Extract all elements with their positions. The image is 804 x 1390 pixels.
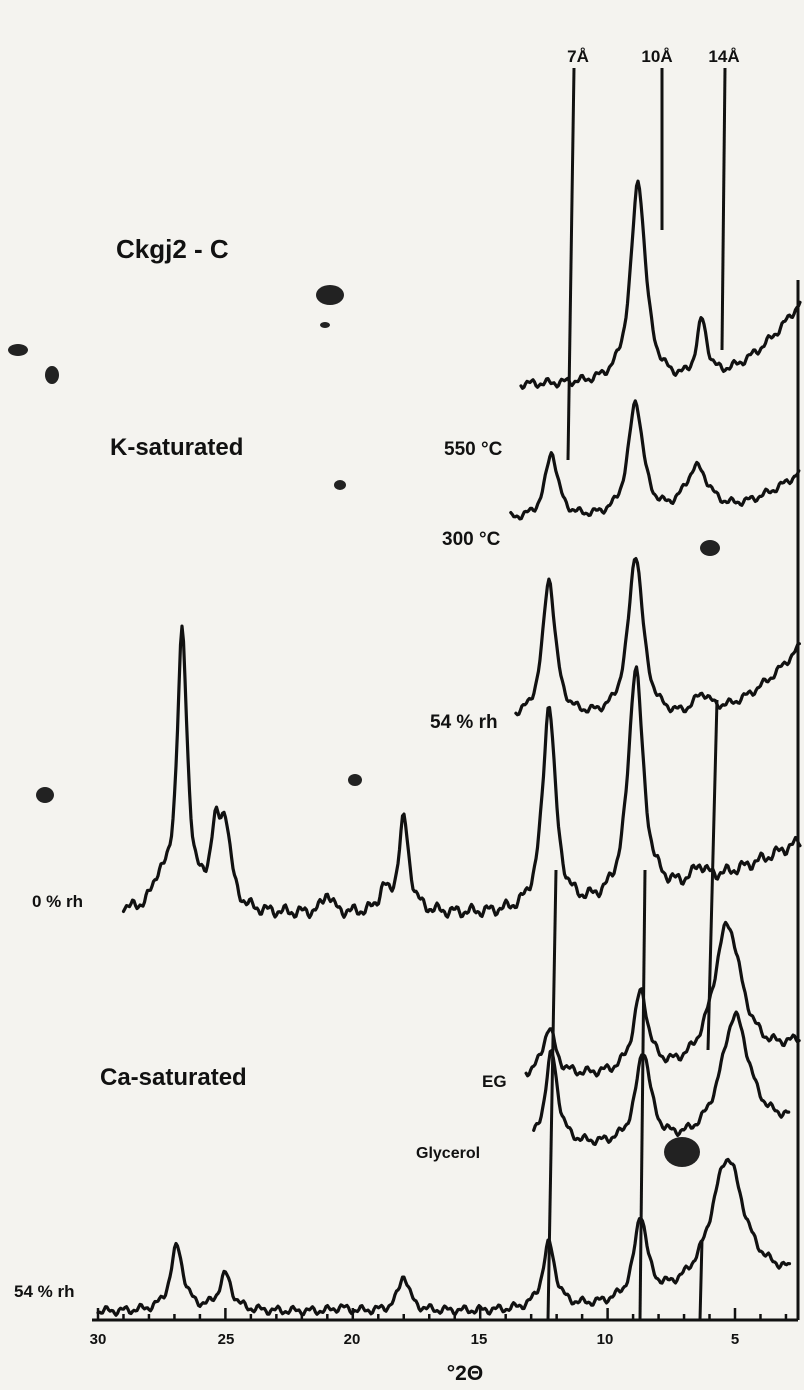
trace-300-c [509,399,801,521]
series-label-k-54rh: 54 % rh [430,712,498,733]
trace-eg [524,920,801,1078]
diffractogram-traces [96,179,802,1317]
series-label-0rh: 0 % rh [32,892,83,911]
reference-lines [546,67,727,1321]
ref-label-7A: 7Å [567,47,589,66]
series-label-ca-54rh: 54 % rh [14,1282,74,1301]
x-tick-label-15: 15 [471,1331,488,1348]
ref-line-10A-lower [638,869,647,1321]
x-axis-title: °2Θ [447,1362,483,1385]
trace-550-c [519,179,802,390]
x-tick-label-5: 5 [731,1331,739,1348]
series-label-eg: EG [482,1072,507,1091]
trace-0-rh [121,624,802,920]
x-tick-label-30: 30 [90,1331,107,1348]
ref-line-14A-mid [706,699,719,1051]
ref-label-14A: 14Å [708,47,739,66]
x-tick-label-20: 20 [344,1331,361,1348]
series-label-550C: 550 °C [444,439,503,460]
series-label-glycerol: Glycerol [416,1145,480,1162]
k-saturated-label: K-saturated [110,434,243,461]
series-label-300C: 300 °C [442,529,501,550]
x-axis-ticks [96,1308,788,1320]
x-tick-label-25: 25 [218,1331,235,1348]
ref-line-7A [566,67,576,461]
trace-54-rh-ca- [96,1157,792,1317]
x-tick-label-10: 10 [597,1331,614,1348]
ca-saturated-label: Ca-saturated [100,1064,247,1091]
scan-specks [8,285,720,1167]
trace-54-rh [514,557,801,717]
trace-glycerol [532,1010,791,1146]
ref-line-14A-lower [698,1239,704,1321]
ref-line-14A [720,67,727,351]
ref-label-10A: 10Å [641,47,672,66]
sample-title: Ckgj2 - C [116,234,229,264]
